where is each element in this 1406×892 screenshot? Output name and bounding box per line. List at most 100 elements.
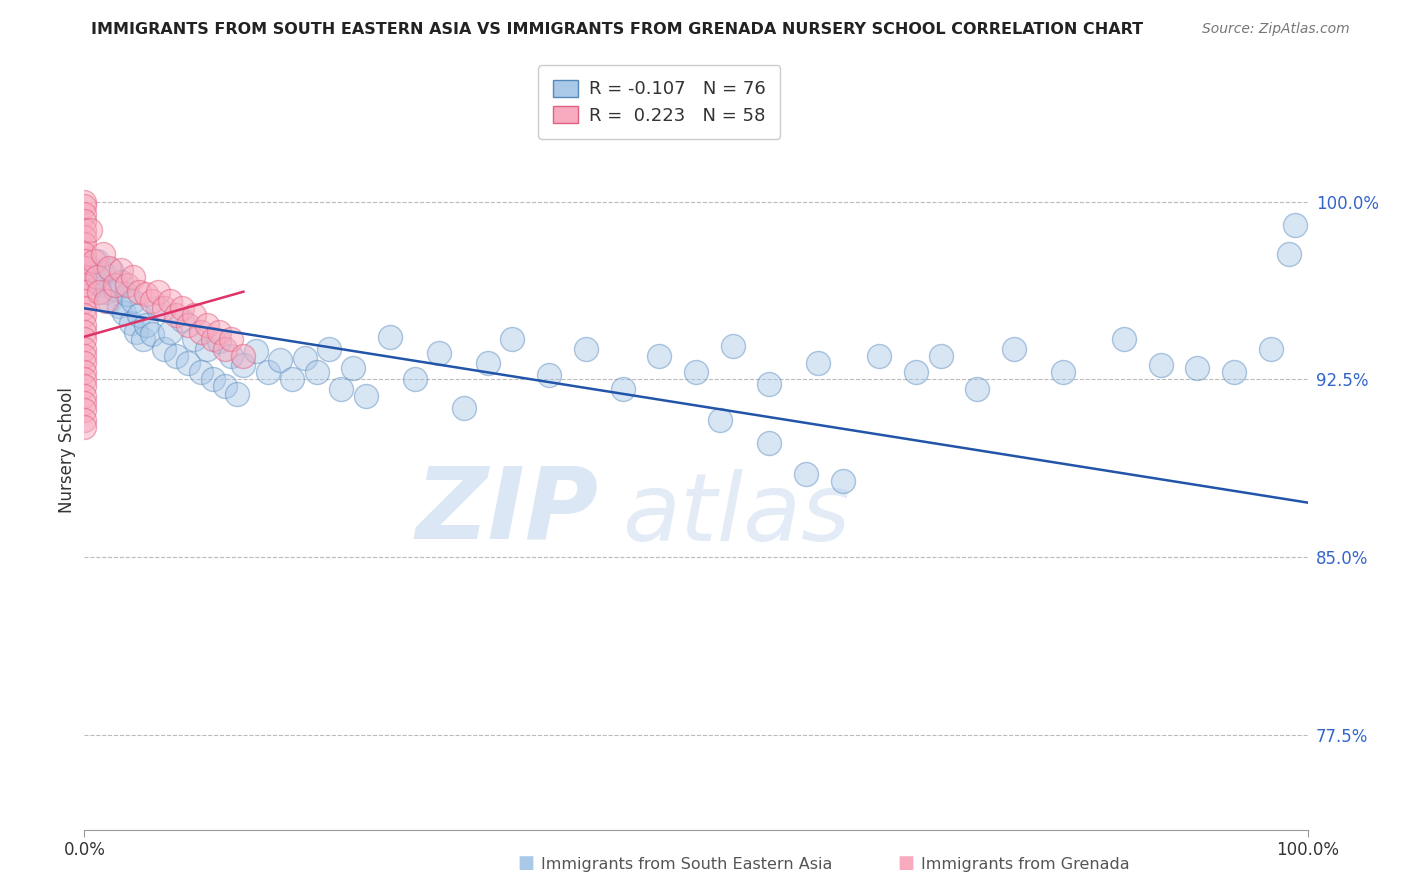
Point bbox=[73, 294, 96, 309]
Text: Immigrants from South Eastern Asia: Immigrants from South Eastern Asia bbox=[541, 857, 832, 872]
Point bbox=[110, 275, 132, 289]
Point bbox=[135, 318, 157, 332]
Point bbox=[214, 342, 236, 356]
Point bbox=[165, 309, 187, 323]
Point bbox=[79, 260, 101, 275]
Legend: R = -0.107   N = 76, R =  0.223   N = 58: R = -0.107 N = 76, R = 0.223 N = 58 bbox=[538, 65, 780, 139]
Point bbox=[709, 412, 731, 426]
Point bbox=[177, 318, 200, 332]
Point bbox=[73, 342, 96, 356]
Point bbox=[73, 260, 96, 275]
Point bbox=[1150, 358, 1173, 372]
Point bbox=[183, 309, 205, 323]
Point bbox=[107, 299, 129, 313]
Point bbox=[91, 266, 114, 280]
Point bbox=[281, 372, 304, 386]
Point bbox=[146, 301, 169, 316]
Point bbox=[226, 386, 249, 401]
Point bbox=[73, 285, 96, 299]
Point bbox=[96, 294, 118, 309]
Point bbox=[104, 282, 127, 296]
Point bbox=[73, 318, 96, 332]
Point bbox=[110, 263, 132, 277]
Point bbox=[869, 349, 891, 363]
Point bbox=[73, 356, 96, 370]
Point bbox=[538, 368, 561, 382]
Point bbox=[201, 332, 224, 346]
Point bbox=[146, 285, 169, 299]
Point bbox=[1002, 342, 1025, 356]
Point bbox=[190, 325, 212, 339]
Point bbox=[208, 334, 231, 349]
Point bbox=[575, 342, 598, 356]
Text: Source: ZipAtlas.com: Source: ZipAtlas.com bbox=[1202, 22, 1350, 37]
Point bbox=[122, 270, 145, 285]
Point bbox=[73, 230, 96, 244]
Point bbox=[83, 270, 105, 285]
Point bbox=[73, 396, 96, 410]
Point bbox=[153, 301, 176, 316]
Point bbox=[165, 349, 187, 363]
Point bbox=[172, 301, 194, 316]
Point bbox=[128, 309, 150, 323]
Point bbox=[73, 247, 96, 261]
Point bbox=[305, 365, 328, 379]
Point bbox=[758, 436, 780, 450]
Point bbox=[73, 253, 96, 268]
Text: ■: ■ bbox=[897, 855, 914, 872]
Point bbox=[73, 389, 96, 403]
Point bbox=[115, 277, 138, 292]
Point bbox=[380, 330, 402, 344]
Point bbox=[73, 379, 96, 393]
Point bbox=[1114, 332, 1136, 346]
Point bbox=[87, 285, 110, 299]
Point bbox=[758, 377, 780, 392]
Point bbox=[83, 253, 105, 268]
Point bbox=[73, 301, 96, 316]
Point bbox=[73, 332, 96, 346]
Point bbox=[172, 313, 194, 327]
Point bbox=[214, 379, 236, 393]
Point bbox=[159, 325, 181, 339]
Text: ■: ■ bbox=[517, 855, 534, 872]
Point bbox=[73, 277, 96, 292]
Point bbox=[257, 365, 280, 379]
Point bbox=[73, 213, 96, 227]
Point bbox=[73, 365, 96, 379]
Point bbox=[269, 353, 291, 368]
Point bbox=[404, 372, 426, 386]
Point bbox=[195, 342, 218, 356]
Point bbox=[73, 309, 96, 323]
Point bbox=[73, 372, 96, 386]
Point bbox=[294, 351, 316, 365]
Point bbox=[612, 382, 634, 396]
Point bbox=[73, 403, 96, 417]
Point bbox=[73, 349, 96, 363]
Point bbox=[177, 356, 200, 370]
Point bbox=[86, 253, 108, 268]
Point bbox=[201, 372, 224, 386]
Point bbox=[794, 467, 817, 482]
Y-axis label: Nursery School: Nursery School bbox=[58, 387, 76, 514]
Point bbox=[831, 475, 853, 489]
Point bbox=[141, 294, 163, 309]
Point bbox=[73, 325, 96, 339]
Point bbox=[153, 342, 176, 356]
Point bbox=[232, 349, 254, 363]
Point bbox=[318, 342, 340, 356]
Text: atlas: atlas bbox=[623, 469, 851, 560]
Point bbox=[427, 346, 450, 360]
Text: IMMIGRANTS FROM SOUTH EASTERN ASIA VS IMMIGRANTS FROM GRENADA NURSERY SCHOOL COR: IMMIGRANTS FROM SOUTH EASTERN ASIA VS IM… bbox=[91, 22, 1143, 37]
Point bbox=[125, 325, 148, 339]
Point bbox=[100, 263, 122, 277]
Point bbox=[112, 306, 135, 320]
Point bbox=[79, 223, 101, 237]
Point bbox=[86, 270, 108, 285]
Point bbox=[195, 318, 218, 332]
Point bbox=[73, 419, 96, 434]
Point bbox=[128, 285, 150, 299]
Point bbox=[685, 365, 707, 379]
Point bbox=[73, 223, 96, 237]
Point bbox=[141, 327, 163, 342]
Point bbox=[502, 332, 524, 346]
